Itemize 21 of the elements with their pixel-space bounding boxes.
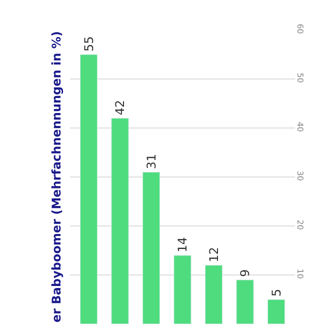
y-tick-label: 20 xyxy=(296,220,305,230)
bar xyxy=(174,255,192,324)
bar xyxy=(204,264,223,324)
y-tick-label: 50 xyxy=(296,72,305,83)
y-tick-label: 30 xyxy=(296,170,305,181)
data-label: 31 xyxy=(144,154,158,170)
data-label: 9 xyxy=(238,269,252,277)
data-label: 42 xyxy=(113,100,127,116)
y-tick-label: 40 xyxy=(296,122,305,132)
bar xyxy=(267,299,286,324)
y-tick-label: 10 xyxy=(296,268,305,279)
data-label: 55 xyxy=(82,36,96,52)
data-label: 12 xyxy=(206,246,221,262)
y-tick-label: 60 xyxy=(296,24,305,34)
bar xyxy=(80,54,98,324)
data-label: 5 xyxy=(269,288,284,296)
bar xyxy=(111,118,129,324)
bar xyxy=(236,280,254,324)
text: er Babyboomer (Mehrfachnennungen in %) xyxy=(50,31,64,322)
bar xyxy=(142,172,160,324)
data-label: 14 xyxy=(176,237,190,252)
